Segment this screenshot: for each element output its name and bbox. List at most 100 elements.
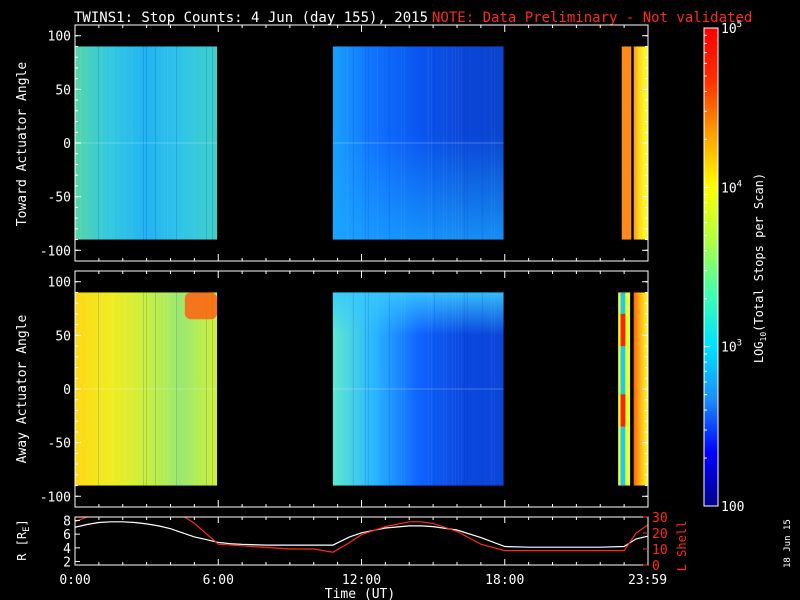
chart-title: TWINS1: Stop Counts: 4 Jun (day 155), 20…	[74, 10, 428, 26]
top-stripe	[212, 46, 213, 240]
colorbar-tick-exponent: 4	[737, 179, 742, 189]
r-ytick-label: 8	[63, 514, 71, 529]
mid-data-block-0	[75, 292, 218, 486]
mid-stripe	[113, 292, 114, 486]
top-ylabel: Toward Actuator Angle	[15, 62, 30, 227]
mid-stripe	[466, 292, 468, 486]
top-data-block-3	[633, 46, 648, 240]
time-xlabel: Time (UT)	[325, 587, 395, 600]
r-ylabel: R [RE]	[15, 519, 32, 561]
time-xtick-label: 0:00	[59, 573, 90, 588]
top-stripe	[481, 46, 483, 240]
top-stripe	[445, 46, 447, 240]
top-ytick-label: 50	[55, 83, 71, 98]
lshell-ytick-label: 30	[652, 511, 668, 526]
mid-data-block-3	[633, 292, 648, 486]
mid-stripe	[430, 292, 432, 486]
mid-stripe	[454, 292, 456, 486]
top-stripe	[463, 46, 465, 240]
mid-stripe	[206, 292, 207, 486]
lshell-ylabel: L Shell	[675, 521, 689, 572]
time-xtick-label: 12:00	[342, 573, 381, 588]
r-ylabel-sub: E	[22, 526, 32, 531]
mid-stripe	[367, 292, 369, 486]
mid-stripe	[346, 292, 348, 486]
lshell-ytick-label: 10	[652, 543, 668, 558]
mid-stripe	[110, 292, 111, 486]
top-stripe	[490, 46, 492, 240]
top-stripe	[110, 46, 111, 240]
mid-stripe	[101, 292, 102, 486]
time-xtick-label: 18:00	[485, 573, 524, 588]
top-stripe	[466, 46, 468, 240]
top-stripe	[442, 46, 444, 240]
mid-stripe	[400, 292, 402, 486]
top-stripe	[376, 46, 378, 240]
mid-stripe	[457, 292, 459, 486]
mid-stripe	[125, 292, 126, 486]
top-stripe	[113, 46, 114, 240]
top-stripe	[403, 46, 405, 240]
r-series-line	[75, 521, 648, 548]
mid-stripe	[403, 292, 405, 486]
date-stamp: 18 Jun 15	[783, 519, 793, 568]
top-ytick-label: -50	[48, 191, 71, 206]
top-stripe	[367, 46, 369, 240]
top-ytick-label: -100	[40, 244, 71, 259]
top-stripe	[451, 46, 453, 240]
mid-ytick-label: 50	[55, 329, 71, 344]
colorbar-label: LOG10(Total Stops per Scan)	[752, 173, 768, 363]
lshell-ytick-label: 20	[652, 527, 668, 542]
lshell-series-line	[75, 517, 648, 553]
mid-zero-streak	[332, 388, 504, 390]
mid-stripe	[460, 292, 462, 486]
mid-inner-strip-red	[620, 394, 626, 427]
top-stripe	[101, 46, 102, 240]
r-ytick-label: 6	[63, 528, 71, 543]
mid-ytick-label: -50	[48, 437, 71, 452]
mid-stripe	[427, 292, 429, 486]
mid-stripe	[164, 292, 165, 486]
mid-stripe	[451, 292, 453, 486]
top-stripe	[194, 46, 195, 240]
mid-ytick-label: 100	[48, 276, 71, 291]
r-ytick-label: 4	[63, 542, 71, 557]
top-stripe	[493, 46, 495, 240]
colorbar-label-sub: 10	[759, 332, 768, 342]
mid-stripe	[463, 292, 465, 486]
top-stripe	[352, 46, 354, 240]
mid-hot-spot	[184, 292, 218, 320]
mid-stripe	[352, 292, 354, 486]
mid-ytick-label: -100	[40, 490, 71, 505]
mid-stripe	[433, 292, 435, 486]
colorbar-frame	[703, 27, 719, 507]
mid-stripe	[490, 292, 492, 486]
mid-stripe	[376, 292, 378, 486]
mid-stripe	[155, 292, 156, 486]
r-ylabel-text: R [R	[15, 531, 29, 561]
mid-stripe	[146, 292, 147, 486]
top-stripe	[427, 46, 429, 240]
mid-stripe	[364, 292, 366, 486]
mid-stripe	[143, 292, 144, 486]
mid-stripe	[167, 292, 168, 486]
colorbar-tick-exponent: 5	[737, 20, 742, 30]
top-stripe	[346, 46, 348, 240]
top-stripe	[155, 46, 156, 240]
top-stripe	[143, 46, 144, 240]
top-stripe	[460, 46, 462, 240]
mid-zero-streak	[75, 388, 218, 390]
colorbar-tick-label: 100	[721, 500, 744, 515]
mid-stripe	[98, 292, 99, 486]
preliminary-note: NOTE: Data Preliminary - Not validated	[432, 10, 752, 26]
top-stripe	[433, 46, 435, 240]
top-lower-fade	[332, 46, 504, 240]
colorbar-label-rest: (Total Stops per Scan)	[752, 173, 766, 332]
r-ytick-label: 2	[63, 556, 71, 571]
time-xtick-label: 23:59	[628, 573, 667, 588]
top-stripe	[457, 46, 459, 240]
top-stripe	[206, 46, 207, 240]
colorbar-gradient	[704, 28, 718, 506]
top-stripe	[131, 46, 132, 240]
